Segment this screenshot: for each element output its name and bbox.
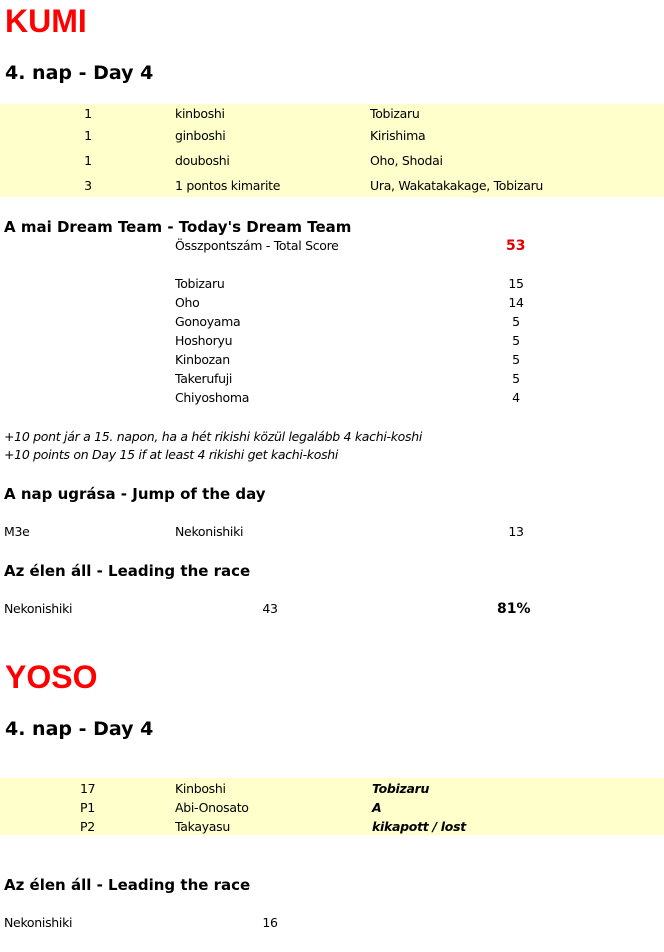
yoso-col3: kikapott / lost <box>372 819 466 834</box>
member-name: Takerufuji <box>175 371 233 386</box>
kumi-leader-heading: Az élen áll - Leading the race <box>4 562 251 580</box>
yoso-col2: Takayasu <box>175 819 230 834</box>
total-score-label: Összpontszám - Total Score <box>175 238 339 253</box>
member-points: 4 <box>512 390 520 405</box>
bonus-type: douboshi <box>175 153 230 168</box>
kumi-leader-percent: 81% <box>497 601 531 617</box>
member-points: 15 <box>508 276 524 291</box>
bonus-names: Tobizaru <box>370 106 420 121</box>
member-points: 5 <box>512 371 520 386</box>
yoso-col2: Abi-Onosato <box>175 800 249 815</box>
kumi-title: KUMI <box>5 3 87 39</box>
bonus-count: 1 <box>84 128 92 143</box>
bonus-type: ginboshi <box>175 128 226 143</box>
yoso-col1: P1 <box>80 800 95 815</box>
jump-name: Nekonishiki <box>175 524 244 539</box>
bonus-count: 1 <box>84 153 92 168</box>
yoso-col3: A <box>372 800 382 815</box>
kumi-leader-name: Nekonishiki <box>4 601 73 616</box>
yoso-band <box>0 778 664 835</box>
jump-heading: A nap ugrása - Jump of the day <box>4 485 266 503</box>
kumi-day-heading: 4. nap - Day 4 <box>5 62 154 84</box>
bonus-names: Oho, Shodai <box>370 153 443 168</box>
yoso-col2: Kinboshi <box>175 781 226 796</box>
note-en: +10 points on Day 15 if at least 4 rikis… <box>4 447 339 462</box>
note-hu: +10 pont jár a 15. napon, ha a hét rikis… <box>4 429 423 444</box>
bonus-names: Ura, Wakatakakage, Tobizaru <box>370 178 544 193</box>
dream-team-heading: A mai Dream Team - Today's Dream Team <box>4 218 352 236</box>
kumi-leader-points: 43 <box>262 601 278 616</box>
member-name: Hoshoryu <box>175 333 233 348</box>
yoso-col3: Tobizaru <box>372 781 430 796</box>
member-name: Chiyoshoma <box>175 390 250 405</box>
bonus-count: 1 <box>84 106 92 121</box>
yoso-leader-name: Nekonishiki <box>4 915 73 930</box>
member-points: 5 <box>512 333 520 348</box>
yoso-col1: P2 <box>80 819 95 834</box>
bonus-type: 1 pontos kimarite <box>175 178 281 193</box>
member-points: 5 <box>512 352 520 367</box>
member-name: Kinbozan <box>175 352 230 367</box>
bonus-count: 3 <box>84 178 92 193</box>
yoso-leader-points: 16 <box>262 915 278 930</box>
member-name: Gonoyama <box>175 314 241 329</box>
member-name: Tobizaru <box>175 276 225 291</box>
bonus-type: kinboshi <box>175 106 225 121</box>
member-name: Oho <box>175 295 200 310</box>
yoso-leader-heading: Az élen áll - Leading the race <box>4 876 251 894</box>
jump-rank: M3e <box>4 524 30 539</box>
yoso-day-heading: 4. nap - Day 4 <box>5 718 154 740</box>
member-points: 5 <box>512 314 520 329</box>
member-points: 14 <box>508 295 524 310</box>
kumi-bonus-band <box>0 104 664 197</box>
yoso-title: YOSO <box>5 659 98 695</box>
jump-value: 13 <box>508 524 524 539</box>
yoso-col1: 17 <box>80 781 96 796</box>
bonus-names: Kirishima <box>370 128 426 143</box>
total-score-value: 53 <box>506 238 526 254</box>
